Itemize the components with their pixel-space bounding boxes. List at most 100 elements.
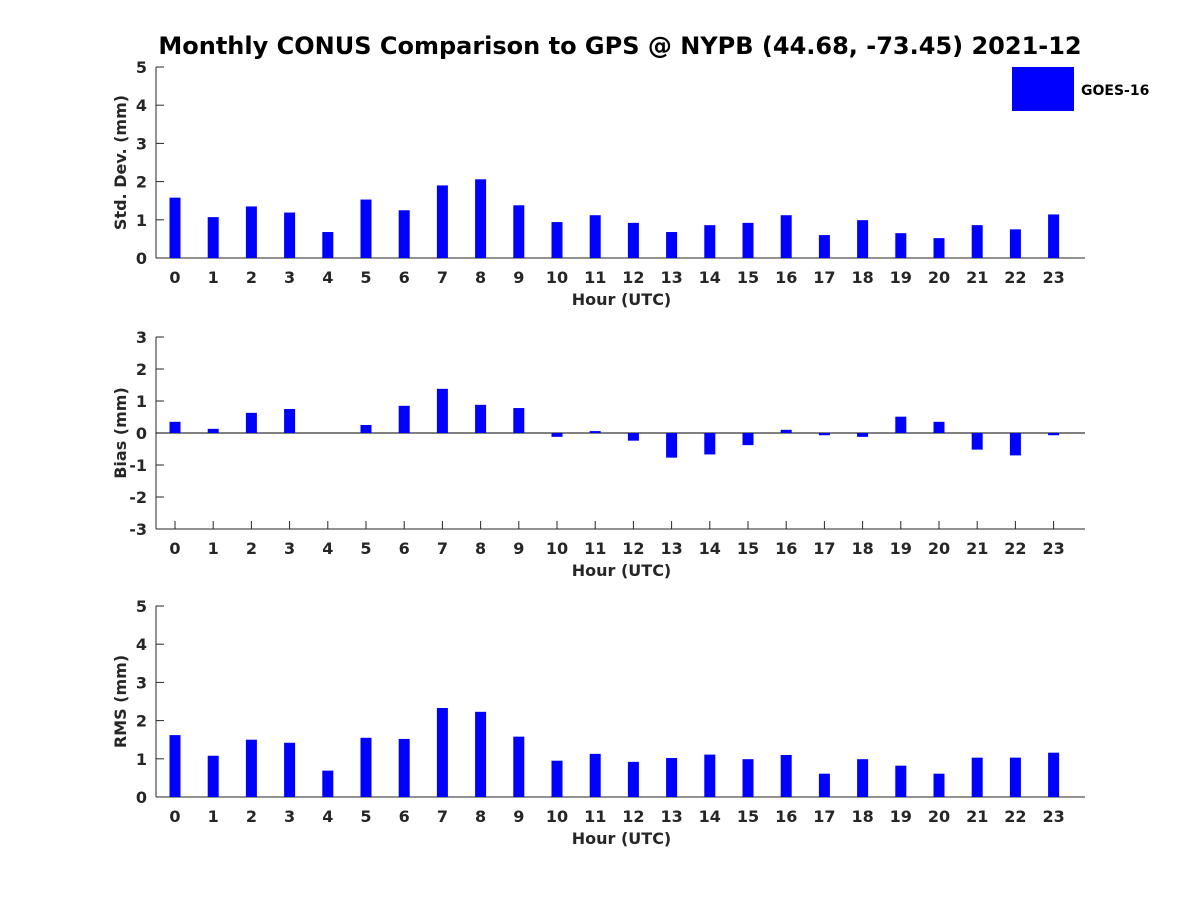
x-tick-label: 22: [1004, 539, 1026, 558]
bar-hour-5: [360, 425, 372, 433]
bar-hour-15: [742, 759, 754, 797]
bar-hour-3: [284, 409, 296, 433]
bar-hour-6: [398, 738, 410, 797]
bar-hour-11: [589, 753, 601, 797]
bar-hour-5: [360, 199, 372, 258]
x-tick-label: 2: [246, 807, 257, 826]
bar-hour-17: [818, 433, 830, 436]
bar-hour-11: [589, 431, 601, 433]
bar-hour-16: [780, 429, 792, 433]
y-tick-label: -2: [129, 488, 147, 507]
x-tick-label: 0: [169, 268, 180, 287]
y-tick-label: 3: [136, 328, 147, 347]
x-tick-label: 4: [322, 268, 333, 287]
bar-hour-18: [857, 433, 869, 437]
x-tick-label: 21: [966, 807, 988, 826]
bar-hour-14: [704, 754, 716, 797]
legend-swatch: [1012, 67, 1074, 111]
x-tick-label: 19: [890, 539, 912, 558]
x-tick-label: 9: [513, 268, 524, 287]
y-axis-label: Std. Dev. (mm): [111, 95, 130, 230]
bar-hour-13: [666, 433, 678, 458]
x-tick-label: 13: [660, 807, 682, 826]
x-tick-label: 2: [246, 268, 257, 287]
x-tick-label: 10: [546, 539, 568, 558]
bar-hour-20: [933, 421, 945, 433]
bar-hour-10: [551, 760, 563, 797]
bar-hour-8: [475, 404, 487, 433]
bar-hour-9: [513, 205, 525, 258]
x-tick-label: 13: [660, 268, 682, 287]
x-tick-label: 4: [322, 807, 333, 826]
bar-hour-10: [551, 433, 563, 437]
x-tick-label: 4: [322, 539, 333, 558]
y-tick-label: 0: [136, 788, 147, 807]
x-tick-label: 12: [622, 539, 644, 558]
y-tick-label: 3: [136, 673, 147, 692]
x-tick-label: 17: [813, 539, 835, 558]
x-tick-label: 18: [851, 807, 873, 826]
bar-hour-21: [971, 757, 983, 797]
bar-hour-3: [284, 742, 296, 797]
x-tick-label: 13: [660, 539, 682, 558]
x-tick-label: 2: [246, 539, 257, 558]
x-tick-label: 8: [475, 807, 486, 826]
x-tick-label: 16: [775, 268, 797, 287]
y-tick-label: -1: [129, 456, 147, 475]
x-tick-label: 0: [169, 807, 180, 826]
y-tick-label: 2: [136, 360, 147, 379]
y-tick-label: 3: [136, 134, 147, 153]
bar-hour-13: [666, 758, 678, 797]
bar-hour-6: [398, 405, 410, 433]
bar-hour-10: [551, 222, 563, 258]
bar-hour-2: [245, 206, 257, 258]
x-tick-label: 5: [360, 807, 371, 826]
x-tick-label: 20: [928, 807, 950, 826]
x-tick-label: 5: [360, 539, 371, 558]
bar-hour-21: [971, 433, 983, 450]
bar-hour-18: [857, 220, 869, 258]
x-tick-label: 1: [208, 268, 219, 287]
x-axis-label: Hour (UTC): [572, 829, 672, 848]
bar-hour-3: [284, 212, 296, 258]
bar-hour-13: [666, 232, 678, 258]
bar-hour-7: [436, 388, 448, 433]
x-tick-label: 15: [737, 268, 759, 287]
bar-hour-16: [780, 215, 792, 258]
bar-hour-1: [207, 428, 219, 433]
y-tick-label: 5: [136, 597, 147, 616]
x-tick-label: 1: [208, 539, 219, 558]
x-tick-label: 6: [399, 539, 410, 558]
bar-hour-12: [627, 761, 639, 797]
x-tick-label: 9: [513, 807, 524, 826]
bar-hour-17: [818, 235, 830, 258]
x-tick-label: 15: [737, 539, 759, 558]
y-tick-label: 5: [136, 58, 147, 77]
x-tick-label: 20: [928, 539, 950, 558]
x-tick-label: 12: [622, 807, 644, 826]
y-tick-label: 0: [136, 424, 147, 443]
bar-hour-19: [895, 765, 907, 797]
bar-hour-9: [513, 736, 525, 797]
bar-hour-14: [704, 433, 716, 455]
x-tick-label: 10: [546, 807, 568, 826]
y-tick-label: 1: [136, 750, 147, 769]
x-tick-label: 22: [1004, 807, 1026, 826]
bar-hour-23: [1048, 752, 1060, 797]
bar-hour-14: [704, 225, 716, 258]
x-tick-label: 18: [851, 539, 873, 558]
bar-hour-16: [780, 754, 792, 797]
bar-hour-7: [436, 185, 448, 258]
chart-title: Monthly CONUS Comparison to GPS @ NYPB (…: [158, 32, 1081, 60]
bar-hour-0: [169, 735, 181, 797]
y-tick-label: 4: [136, 635, 147, 654]
bar-hour-4: [322, 770, 334, 797]
bar-hour-20: [933, 773, 945, 797]
bar-hour-5: [360, 737, 372, 797]
y-axis-label: Bias (mm): [111, 387, 130, 479]
bar-hour-2: [245, 412, 257, 433]
bar-hour-23: [1048, 214, 1060, 258]
x-tick-label: 14: [699, 807, 721, 826]
